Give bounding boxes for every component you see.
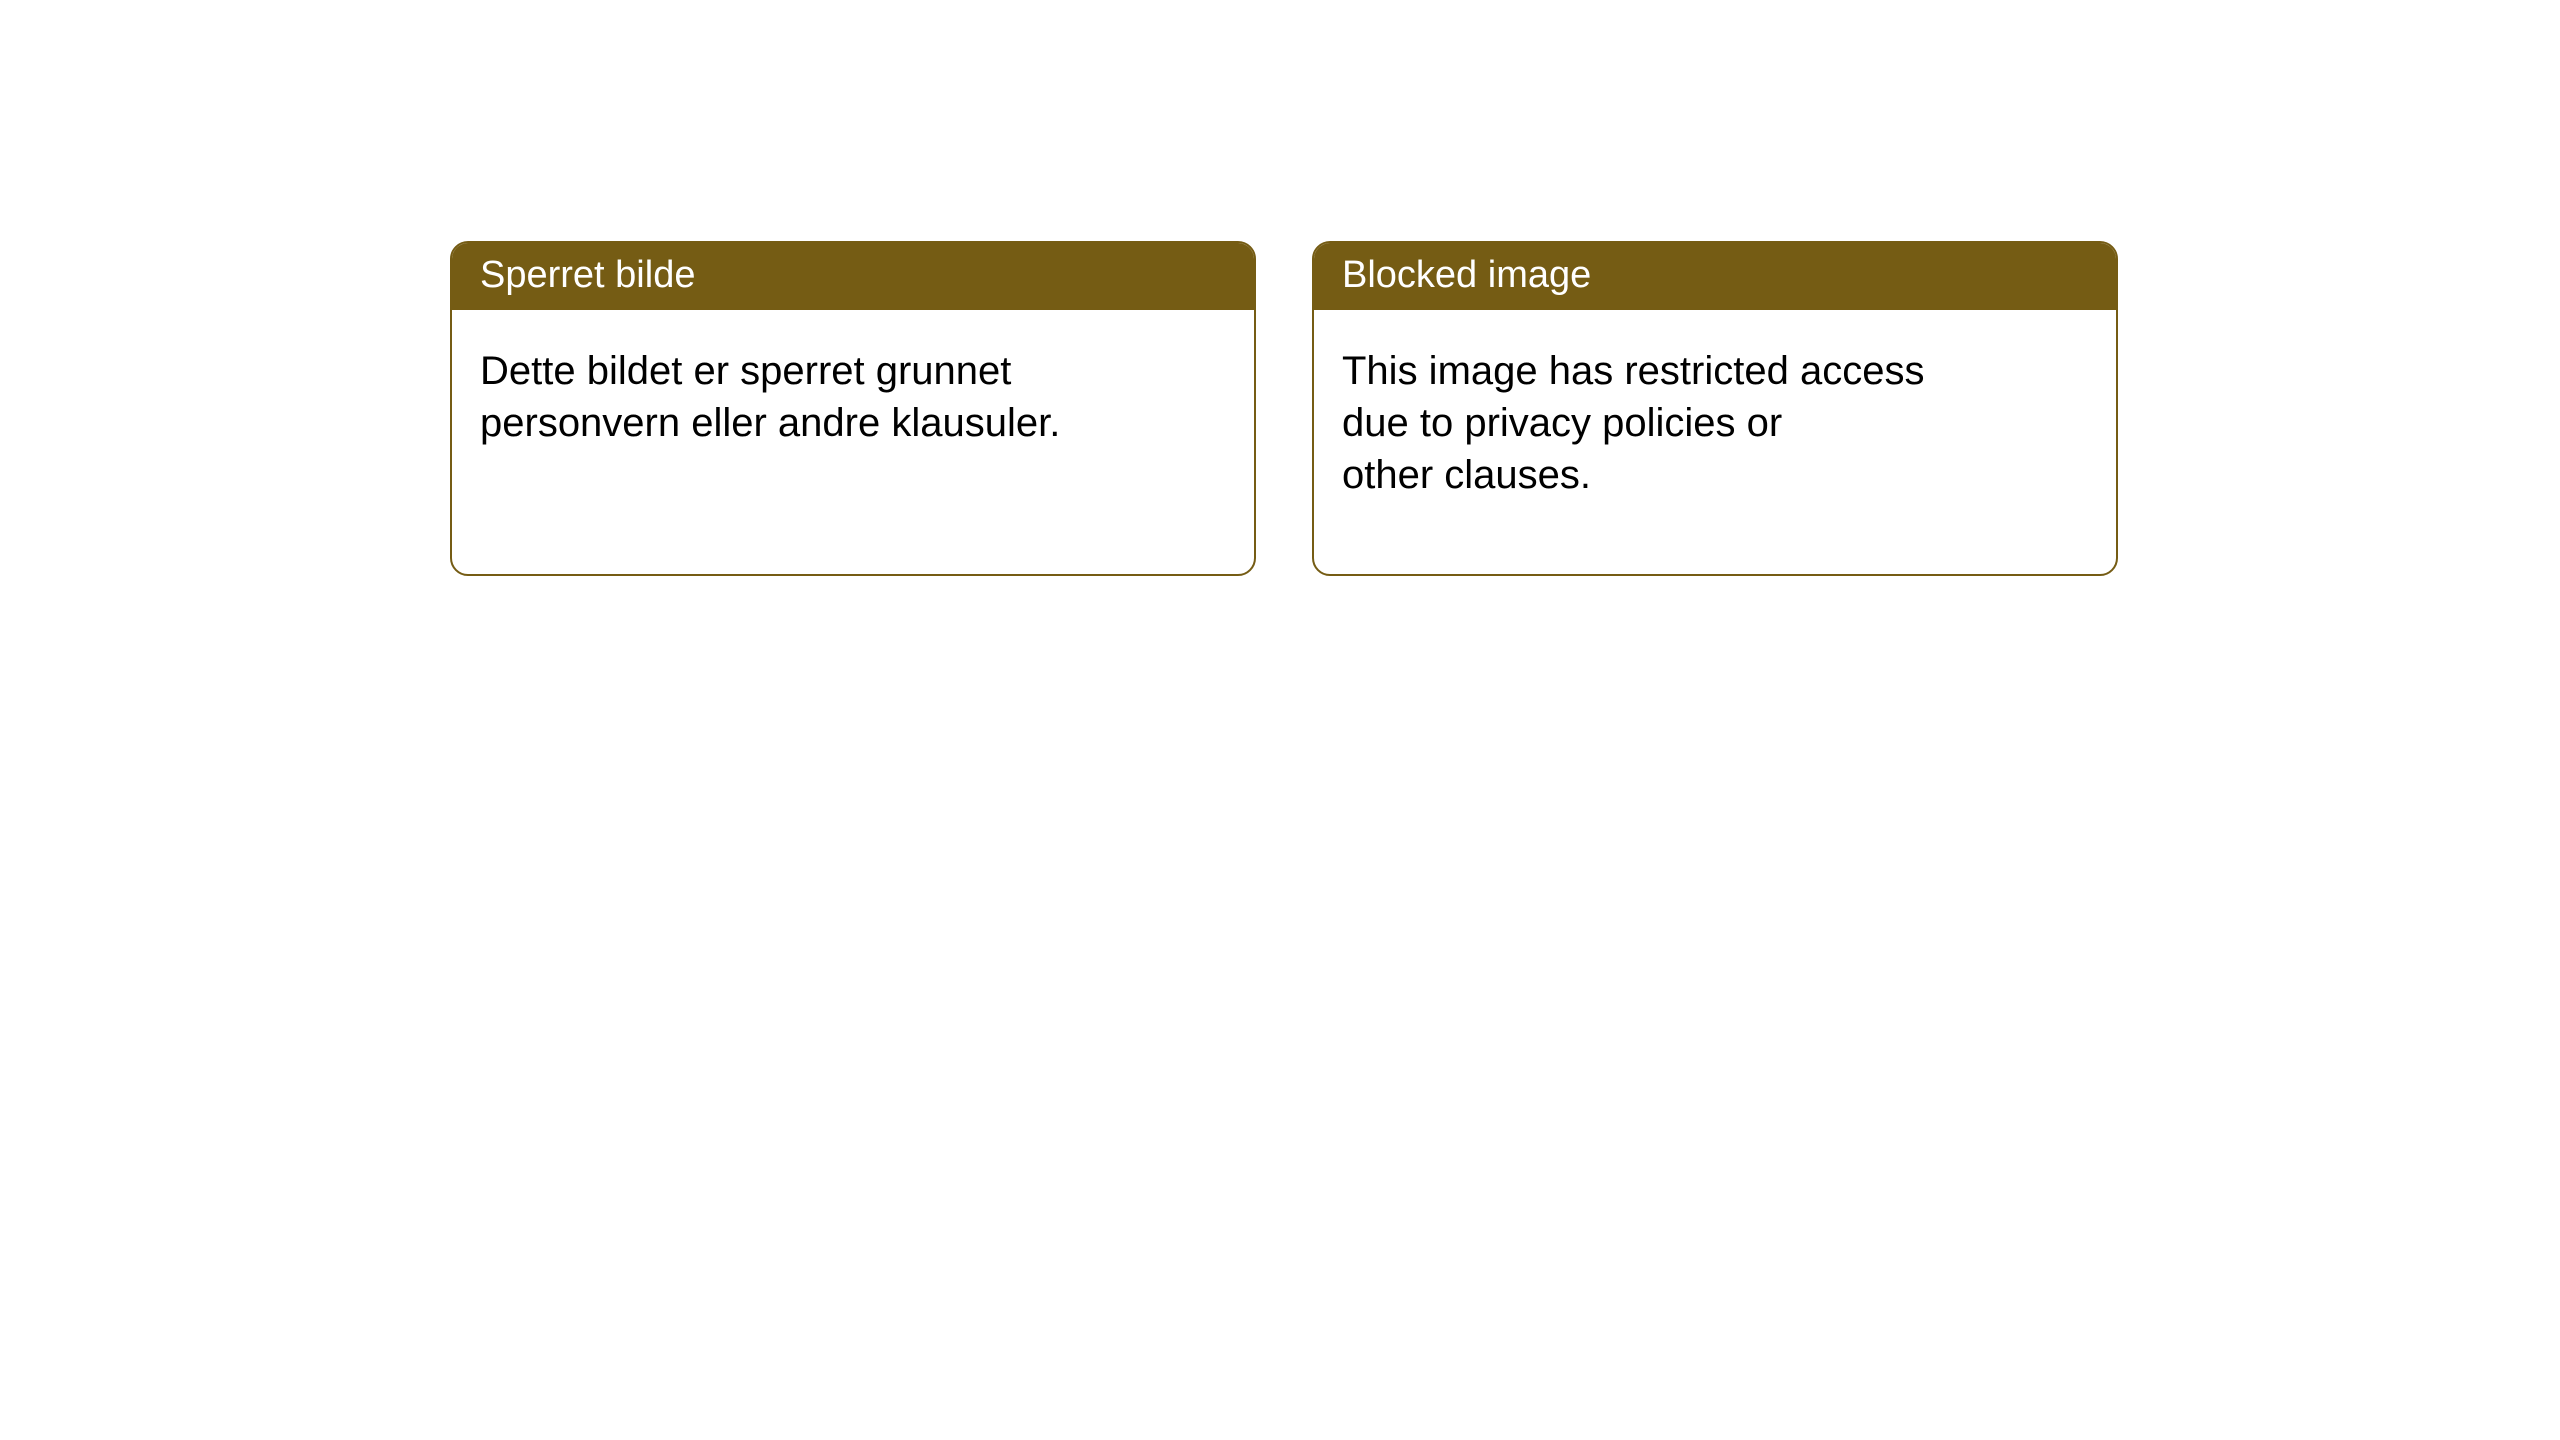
notice-card-norwegian: Sperret bilde Dette bildet er sperret gr…	[450, 241, 1256, 576]
notice-header-english: Blocked image	[1314, 243, 2116, 310]
notice-title-norwegian: Sperret bilde	[480, 254, 695, 296]
notice-text-english: This image has restricted access due to …	[1342, 349, 1924, 496]
notice-card-english: Blocked image This image has restricted …	[1312, 241, 2118, 576]
notice-body-english: This image has restricted access due to …	[1314, 310, 2014, 537]
notice-text-norwegian: Dette bildet er sperret grunnet personve…	[480, 349, 1060, 445]
notice-container: Sperret bilde Dette bildet er sperret gr…	[0, 0, 2560, 576]
notice-header-norwegian: Sperret bilde	[452, 243, 1254, 310]
notice-body-norwegian: Dette bildet er sperret grunnet personve…	[452, 310, 1152, 485]
notice-title-english: Blocked image	[1342, 254, 1591, 296]
